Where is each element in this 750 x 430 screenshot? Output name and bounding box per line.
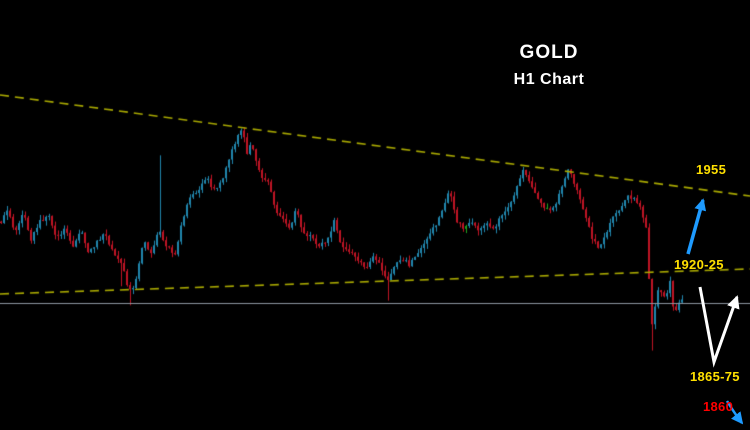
chart-subtitle: H1 Chart (513, 71, 585, 88)
chart-title: GOLD (519, 42, 579, 63)
price-label-1865-75: 1865-75 (690, 369, 740, 384)
price-label-1955: 1955 (696, 162, 727, 177)
price-label-1860: 1860 (703, 399, 734, 414)
price-label-1920-25: 1920-25 (674, 257, 724, 272)
chart-title-block: GOLD H1 Chart (489, 42, 609, 89)
